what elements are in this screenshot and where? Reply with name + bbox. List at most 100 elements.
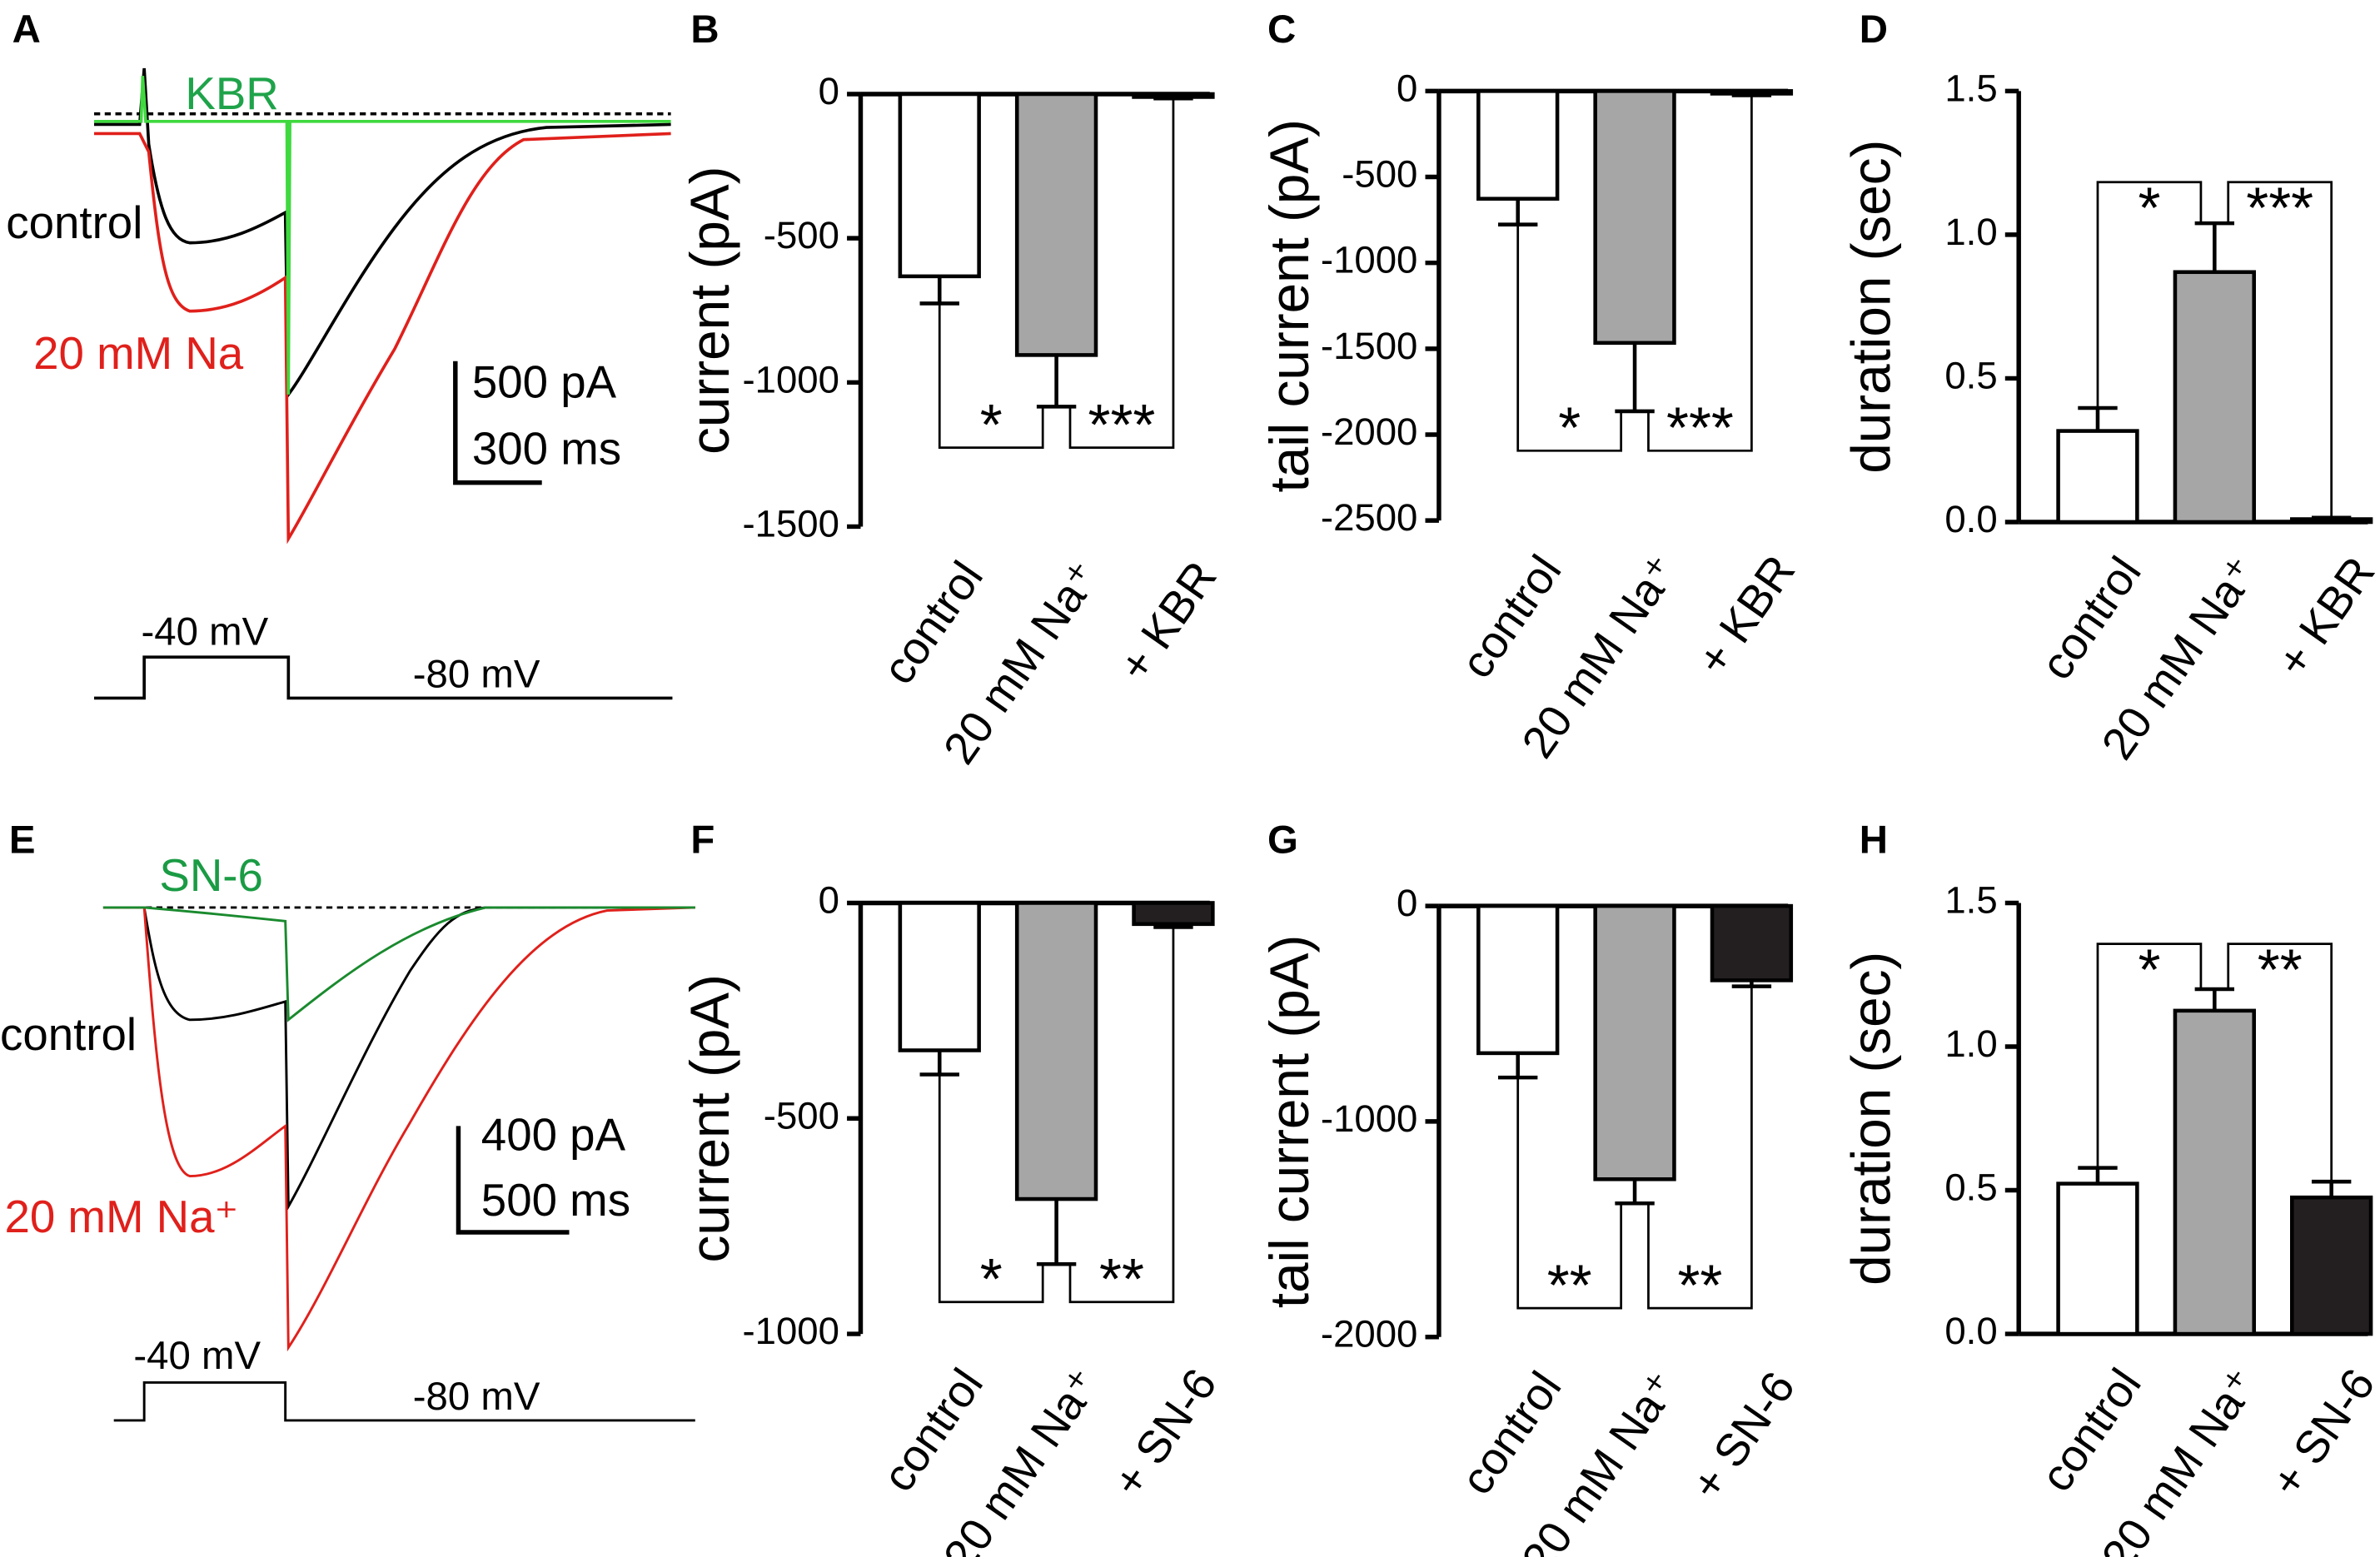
bar bbox=[1132, 901, 1215, 927]
bar bbox=[898, 92, 981, 279]
scale-time: 300 ms bbox=[472, 424, 621, 475]
y-tick-label: 0.5 bbox=[1944, 1167, 1997, 1209]
sodium-trace bbox=[102, 906, 695, 1352]
bar bbox=[1476, 903, 1560, 1056]
bar bbox=[2173, 270, 2256, 525]
panel-letter: D bbox=[1860, 7, 1888, 52]
x-tick-label: control bbox=[2031, 1360, 2151, 1500]
y-tick-label: 0 bbox=[1397, 882, 1417, 924]
bar bbox=[1710, 903, 1794, 982]
y-tick-label: -500 bbox=[764, 214, 839, 256]
panel-letter: A bbox=[12, 7, 41, 52]
panel-letter: G bbox=[1267, 818, 1298, 862]
bar bbox=[1476, 89, 1560, 201]
y-tick-label: -500 bbox=[1342, 153, 1417, 196]
x-tick-label: control bbox=[2031, 548, 2151, 689]
control-label: control bbox=[0, 1009, 137, 1060]
significance-bracket bbox=[1516, 224, 1623, 452]
y-tick-label: 0 bbox=[819, 878, 839, 921]
y-tick-label: 0.5 bbox=[1944, 354, 1997, 396]
significance-label: *** bbox=[1666, 395, 1734, 460]
x-tick-label: control bbox=[1451, 1363, 1571, 1504]
significance-label: * bbox=[1558, 395, 1581, 460]
bar bbox=[1710, 89, 1794, 96]
significance-label: ** bbox=[1099, 1246, 1144, 1311]
bar bbox=[2056, 429, 2139, 525]
significance-label: * bbox=[980, 392, 1003, 457]
x-tick-label: control bbox=[1451, 546, 1571, 687]
significance-bracket bbox=[1647, 95, 1753, 452]
control-trace bbox=[102, 906, 695, 1211]
control-trace bbox=[94, 67, 671, 400]
bar bbox=[1014, 901, 1098, 1201]
significance-bracket bbox=[1068, 98, 1175, 450]
y-axis-label: duration (sec) bbox=[1840, 140, 1901, 474]
x-tick-label: control bbox=[873, 1360, 993, 1500]
y-tick-label: -1000 bbox=[742, 1310, 839, 1352]
step-label: -40 mV bbox=[142, 610, 269, 654]
y-axis-label: tail current (pA) bbox=[1259, 119, 1320, 492]
y-axis-label: tail current (pA) bbox=[1259, 935, 1320, 1308]
drug-trace bbox=[94, 76, 671, 395]
y-axis-label: duration (sec) bbox=[1840, 952, 1901, 1286]
drug-trace bbox=[102, 906, 695, 1022]
significance-bracket bbox=[1516, 1077, 1623, 1310]
drug-label: SN-6 bbox=[159, 850, 263, 901]
protocol bbox=[94, 655, 673, 700]
bar bbox=[1014, 92, 1098, 357]
y-tick-label: 1.5 bbox=[1944, 878, 1997, 921]
significance-bracket bbox=[2227, 181, 2333, 518]
bar bbox=[1132, 92, 1215, 99]
x-tick-label: + SN-6 bbox=[2261, 1360, 2380, 1506]
y-axis-label: current (pA) bbox=[680, 974, 740, 1262]
y-tick-label: 0 bbox=[819, 70, 839, 112]
significance-label: * bbox=[2138, 937, 2160, 1002]
significance-label: ** bbox=[2258, 937, 2303, 1002]
y-tick-label: -500 bbox=[764, 1094, 839, 1137]
control-label: control bbox=[6, 197, 142, 248]
panel-letter: B bbox=[690, 7, 719, 52]
significance-label: ** bbox=[1677, 1252, 1722, 1317]
significance-label: ** bbox=[1547, 1252, 1592, 1317]
bar bbox=[898, 901, 981, 1052]
panel-letter: C bbox=[1267, 7, 1296, 52]
x-tick-label: + KBR bbox=[1687, 546, 1805, 684]
y-tick-label: 1.0 bbox=[1944, 1022, 1997, 1065]
y-tick-label: -2000 bbox=[1321, 1313, 1418, 1356]
protocol bbox=[113, 1380, 695, 1422]
sodium-label: 20 mM Na⁺ bbox=[4, 1191, 238, 1242]
scale-current: 400 pA bbox=[481, 1110, 626, 1161]
significance-bracket bbox=[2227, 943, 2333, 1182]
bar bbox=[2173, 1008, 2256, 1336]
significance-label: *** bbox=[2246, 175, 2313, 240]
significance-bracket bbox=[1068, 927, 1175, 1304]
significance-label: * bbox=[980, 1246, 1003, 1311]
significance-label: * bbox=[2138, 175, 2160, 240]
bar bbox=[1593, 89, 1676, 346]
bar bbox=[2290, 517, 2373, 525]
step-label: -40 mV bbox=[133, 1334, 261, 1378]
panel-letter: E bbox=[9, 818, 36, 862]
y-tick-label: -1500 bbox=[1321, 325, 1418, 367]
y-tick-label: 1.5 bbox=[1944, 67, 1997, 109]
x-tick-label: + KBR bbox=[2267, 548, 2380, 686]
significance-bracket bbox=[938, 1074, 1044, 1304]
scale-bar bbox=[453, 361, 542, 485]
bar bbox=[2056, 1181, 2139, 1336]
bar bbox=[2290, 1195, 2373, 1336]
scale-time: 500 ms bbox=[481, 1175, 630, 1226]
significance-bracket bbox=[2096, 181, 2203, 408]
panel-letter: H bbox=[1860, 818, 1888, 862]
y-tick-label: -1000 bbox=[1321, 239, 1418, 281]
hold-label: -80 mV bbox=[413, 1375, 540, 1419]
panel-letter: F bbox=[690, 818, 714, 862]
y-tick-label: 0.0 bbox=[1944, 1310, 1997, 1352]
